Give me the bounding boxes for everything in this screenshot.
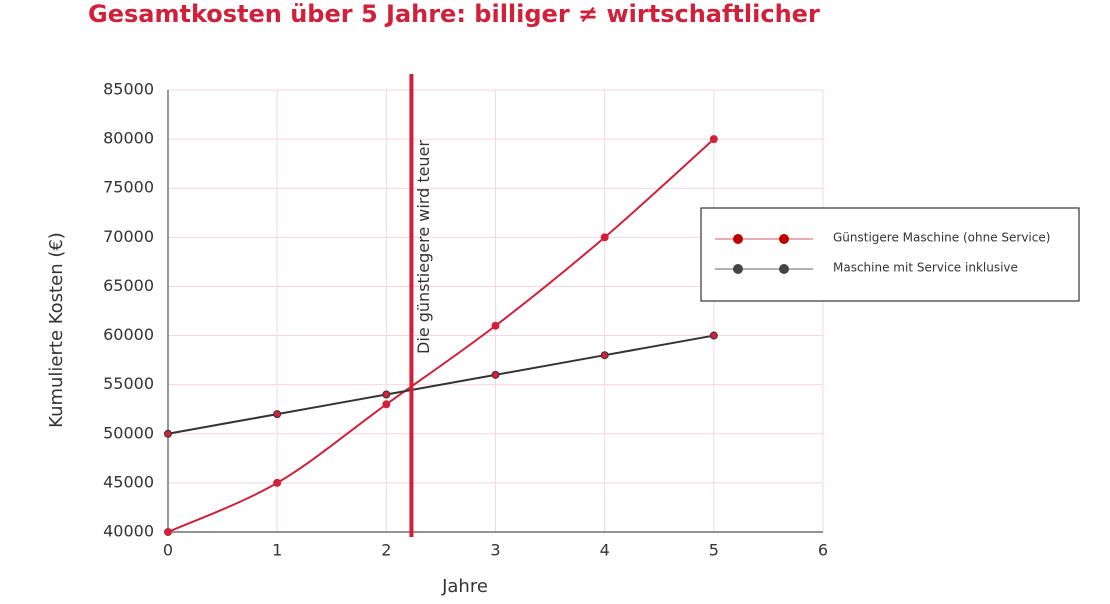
legend-box (700, 207, 1080, 302)
series-line (167, 138, 715, 533)
y-tick-label: 50000 (103, 423, 154, 442)
series-line (167, 334, 715, 435)
data-point (709, 135, 718, 144)
data-point (491, 370, 500, 379)
y-tick-label: 85000 (103, 80, 154, 99)
y-tick-label: 80000 (103, 129, 154, 148)
data-point (164, 528, 172, 536)
x-tick-label: 5 (709, 541, 719, 560)
data-point (382, 400, 391, 409)
x-tick-label: 4 (600, 541, 610, 560)
y-tick-label: 55000 (103, 374, 154, 393)
y-tick-label: 45000 (103, 472, 154, 491)
chart-title: Gesamtkosten über 5 Jahre: billiger ≠ wi… (88, 0, 820, 28)
data-point (164, 429, 172, 438)
data-point (600, 351, 609, 360)
x-tick-label: 6 (818, 541, 828, 560)
legend-marker (733, 264, 743, 274)
x-tick-label: 1 (272, 541, 282, 560)
legend-marker (733, 234, 743, 244)
legend-marker (779, 264, 789, 274)
legend-label: Günstigere Maschine (ohne Service) (833, 231, 1050, 245)
x-axis-label: Jahre (441, 576, 488, 597)
y-tick-label: 70000 (103, 227, 154, 246)
data-point (273, 478, 282, 487)
x-tick-label: 0 (163, 541, 173, 560)
annotation-text: Die günstiegere wird teuer (414, 140, 433, 354)
legend-marker (779, 234, 789, 244)
y-tick-label: 40000 (103, 522, 154, 541)
y-tick-label: 75000 (103, 178, 154, 197)
y-tick-label: 65000 (103, 276, 154, 295)
data-point (273, 410, 282, 419)
legend-label: Maschine mit Service inklusive (833, 261, 1018, 275)
data-point (600, 233, 609, 242)
data-point (491, 321, 500, 330)
data-point (709, 331, 718, 340)
data-point (382, 390, 391, 399)
x-tick-label: 3 (490, 541, 500, 560)
x-tick-label: 2 (381, 541, 391, 560)
y-axis-label: Kumulierte Kosten (€) (46, 232, 67, 428)
y-tick-label: 60000 (103, 325, 154, 344)
